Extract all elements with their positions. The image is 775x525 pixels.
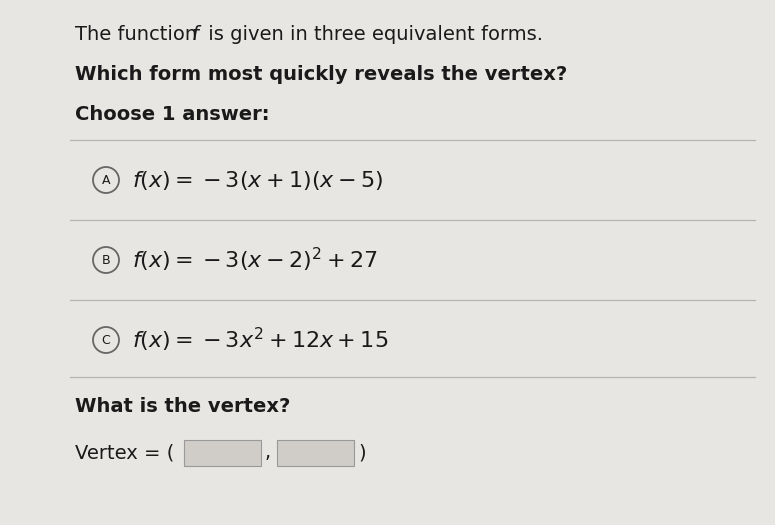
FancyBboxPatch shape (277, 440, 354, 466)
Text: The function: The function (75, 26, 203, 45)
Text: Vertex = (: Vertex = ( (75, 444, 174, 463)
Text: $f(x)=-3x^{2}+12x+15$: $f(x)=-3x^{2}+12x+15$ (132, 326, 388, 354)
Text: What is the vertex?: What is the vertex? (75, 397, 291, 416)
Text: $f$: $f$ (191, 26, 202, 45)
Text: A: A (102, 173, 110, 186)
Text: is given in three equivalent forms.: is given in three equivalent forms. (202, 26, 543, 45)
FancyBboxPatch shape (184, 440, 261, 466)
Text: $f(x)=-3(x+1)(x-5)$: $f(x)=-3(x+1)(x-5)$ (132, 169, 383, 192)
Text: Which form most quickly reveals the vertex?: Which form most quickly reveals the vert… (75, 66, 567, 85)
Text: B: B (102, 254, 110, 267)
Text: C: C (102, 333, 110, 346)
Text: ): ) (358, 444, 366, 463)
Text: ,: , (265, 444, 271, 463)
Text: $f(x)=-3(x-2)^{2}+27$: $f(x)=-3(x-2)^{2}+27$ (132, 246, 377, 274)
Text: Choose 1 answer:: Choose 1 answer: (75, 106, 270, 124)
